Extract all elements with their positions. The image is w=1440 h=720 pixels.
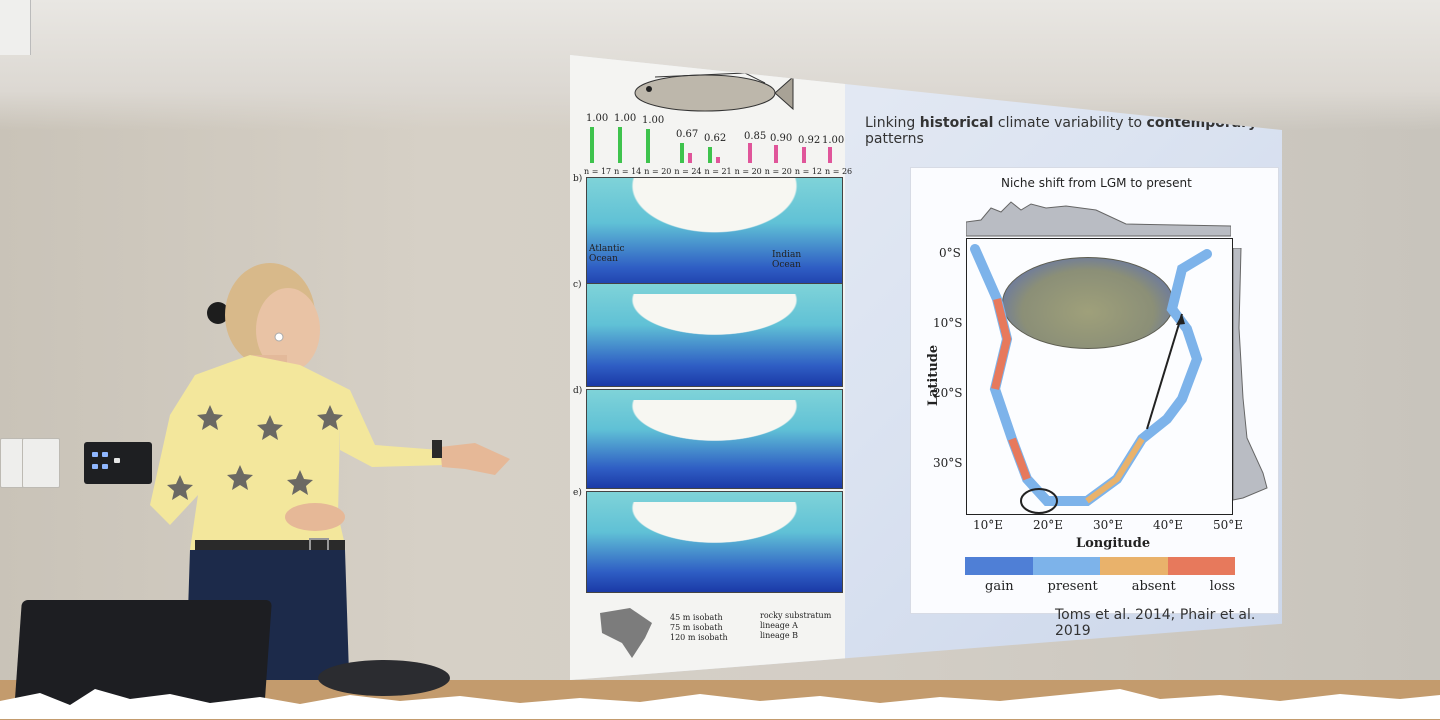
y-tick: 20°S [933, 386, 963, 400]
coastline [587, 178, 842, 258]
bar [590, 127, 594, 163]
figure-panel: 1.00 1.00 1.00 0.67 0.62 0.85 0.90 0.92 … [570, 55, 852, 680]
x-tick: 30°E [1093, 518, 1124, 532]
legend-label: absent [1131, 579, 1176, 594]
value-label: 0.90 [770, 133, 793, 144]
bar [680, 143, 684, 163]
n-label: n = 14 [614, 167, 642, 176]
value-label: 0.92 [798, 135, 821, 146]
n-label: n = 17 [584, 167, 612, 176]
legend-label: present [1047, 579, 1098, 594]
x-tick: 40°E [1153, 518, 1184, 532]
bar [716, 157, 720, 163]
y-axis-label: Latitude [926, 344, 942, 407]
panel-letter: d) [573, 386, 583, 396]
light-switch [22, 438, 60, 488]
map-panel-e: e) [573, 488, 843, 593]
plot-title: Niche shift from LGM to present [1001, 176, 1192, 190]
legend-item: rocky substratum [760, 611, 832, 620]
legend-swatch-loss [1167, 557, 1235, 575]
n-label: n = 12 [794, 167, 822, 176]
bar [748, 143, 752, 163]
n-label: n = 20 [734, 167, 762, 176]
title-part: Linking [865, 115, 920, 131]
presenter [150, 263, 510, 705]
panel-letter: c) [573, 280, 582, 290]
y-tick: 10°S [933, 316, 963, 330]
projected-slide: 1.00 1.00 1.00 0.67 0.62 0.85 0.90 0.92 … [570, 55, 1282, 680]
legend-label: loss [1209, 579, 1235, 594]
x-axis-label: Longitude [1076, 536, 1151, 551]
bar [646, 129, 650, 163]
coastline [587, 294, 842, 354]
n-label: n = 21 [704, 167, 732, 176]
map-panel-d: d) [573, 386, 843, 489]
coastline [587, 502, 842, 562]
legend-label: gain [985, 579, 1014, 594]
ocean-label: Indian Ocean [772, 250, 802, 270]
y-tick: 30°S [933, 456, 963, 470]
panel-letter: e) [573, 488, 582, 498]
legend-swatch-gain [965, 557, 1033, 575]
fish-illustration [634, 72, 794, 112]
longitude-histogram [966, 201, 1231, 237]
value-label: 1.00 [586, 113, 609, 124]
legend-swatch-absent [1100, 557, 1168, 575]
torn-paper-edge [0, 689, 1440, 719]
legend-item: 45 m isobath [670, 613, 723, 622]
n-label: n = 24 [674, 167, 702, 176]
inset-photo [1002, 257, 1174, 349]
ocean-label: Atlantic Ocean [589, 244, 625, 264]
niche-path [970, 244, 1212, 514]
value-label: 0.85 [744, 131, 767, 142]
value-label: 1.00 [642, 115, 665, 126]
bar [618, 127, 622, 163]
coastline [587, 400, 842, 460]
title-emphasis: historical [919, 115, 994, 131]
n-labels: n = 17 n = 14 n = 20 n = 24 n = 21 n = 2… [584, 167, 852, 176]
map-legend: 45 m isobath 75 m isobath 120 m isobath [670, 613, 728, 643]
legend-item: lineage A [760, 621, 798, 630]
africa-inset [600, 608, 652, 658]
y-tick: 0°S [939, 246, 961, 260]
x-tick: 20°E [1033, 518, 1064, 532]
speakerphone [318, 660, 450, 696]
bar [708, 147, 712, 163]
plot-area [966, 238, 1233, 515]
map-panel-b: b) Atlantic Ocean Indian Ocean [573, 174, 843, 291]
legend-item: 75 m isobath [670, 623, 723, 632]
citation: Toms et al. 2014; Phair et al. 2019 [1055, 607, 1256, 639]
bar-panel: 1.00 1.00 1.00 0.67 0.62 0.85 0.90 0.92 … [584, 113, 852, 178]
value-label: 0.67 [676, 129, 699, 140]
value-label: 1.00 [614, 113, 637, 124]
niche-plot: Niche shift from LGM to present 0°S 10°S… [910, 167, 1279, 614]
bar [688, 153, 692, 163]
legend-labels: gain present absent loss [985, 579, 1235, 594]
value-label: 0.62 [704, 133, 727, 144]
legend-item: lineage B [760, 631, 799, 640]
x-tick: 50°E [1213, 518, 1244, 532]
n-label: n = 26 [825, 167, 853, 176]
legend-swatch-present [1032, 557, 1100, 575]
bar [774, 145, 778, 163]
value-label: 1.00 [822, 135, 845, 146]
n-label: n = 20 [644, 167, 672, 176]
title-part: climate variability to [993, 115, 1147, 131]
panel-letter: b) [573, 174, 583, 184]
x-tick: 10°E [973, 518, 1004, 532]
legend-item: 120 m isobath [670, 633, 728, 642]
map-legend: rocky substratum lineage A lineage B [760, 611, 831, 641]
control-panel [84, 442, 152, 484]
title-part: patterns [865, 131, 924, 147]
bar [828, 147, 832, 163]
n-label: n = 20 [764, 167, 792, 176]
air-vent [0, 0, 31, 55]
latitude-histogram [1233, 248, 1268, 501]
slide-title: Linking historical climate variability t… [865, 115, 1275, 147]
map-panel-c: c) [573, 280, 843, 387]
bar [802, 147, 806, 163]
color-legend [965, 557, 1235, 575]
